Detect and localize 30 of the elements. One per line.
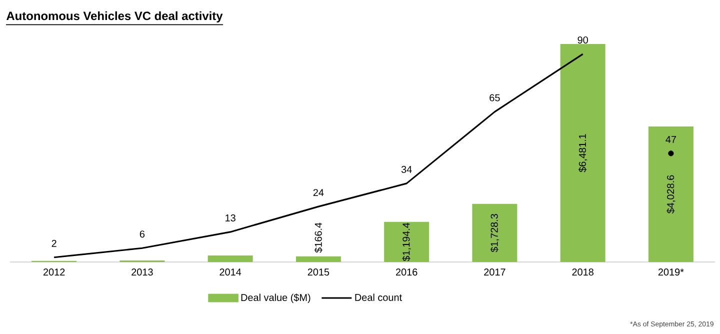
data-label: $4,028.6 <box>666 175 676 214</box>
data-label: 90 <box>578 36 588 44</box>
data-label: 13 <box>226 214 236 222</box>
bar <box>560 44 606 262</box>
data-label: 2 <box>52 240 56 247</box>
legend-label: Deal value ($M) <box>241 294 310 304</box>
data-label: $6,481.1 <box>578 134 588 172</box>
data-label: $1,728.3 <box>490 214 500 252</box>
bar <box>208 255 253 262</box>
x-tick-label: 2018 <box>572 268 594 276</box>
x-tick-label: 2016 <box>396 268 418 276</box>
data-label: $166.4 <box>314 222 322 253</box>
x-tick-label: 2019* <box>658 268 684 276</box>
bar <box>648 126 694 262</box>
chart-title: Autonomous Vehicles VC deal activity <box>6 11 223 22</box>
x-tick-label: 2013 <box>132 268 153 276</box>
data-label: $1,194.4 <box>402 222 411 262</box>
legend-label: Deal count <box>355 294 402 301</box>
data-label: 6 <box>140 230 145 238</box>
data-label: 47 <box>666 136 676 143</box>
bar <box>472 204 518 262</box>
x-tick-label: 2012 <box>43 268 65 276</box>
x-tick-label: 2015 <box>308 268 330 276</box>
data-label: 65 <box>490 94 500 102</box>
x-tick-label: 2017 <box>484 268 506 276</box>
x-tick-label: 2014 <box>220 268 242 276</box>
bar <box>296 256 341 262</box>
data-label: 34 <box>401 166 412 173</box>
data-label: 24 <box>313 189 324 196</box>
bar <box>384 222 430 262</box>
